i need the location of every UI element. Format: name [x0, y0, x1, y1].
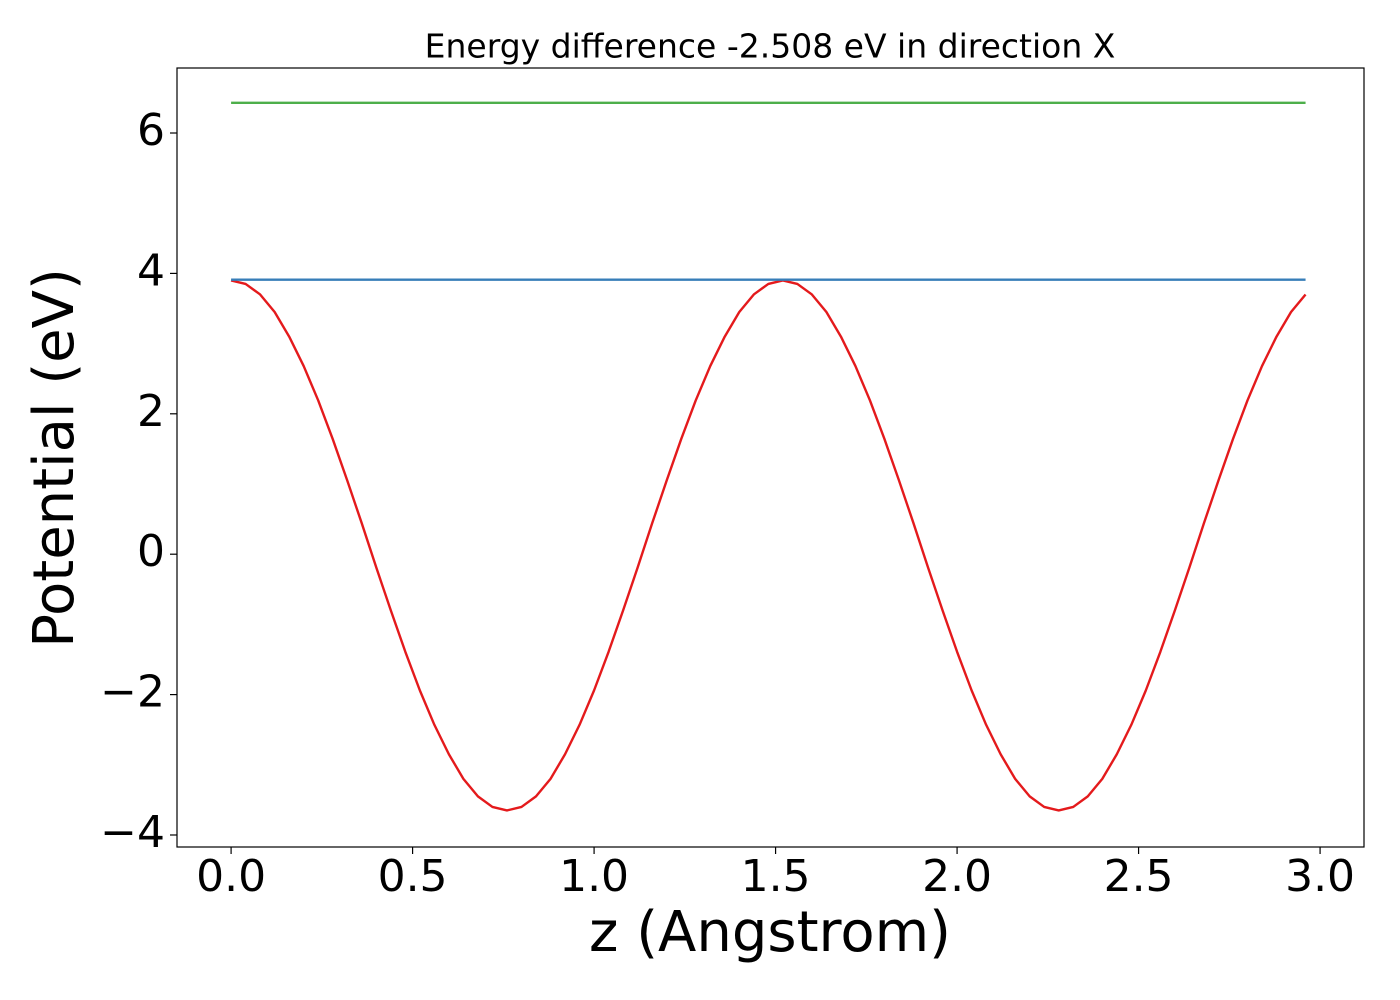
x-tick-label: 3.0 — [1285, 851, 1355, 902]
x-axis-label: z (Angstrom) — [589, 900, 951, 965]
x-tick-label: 2.0 — [922, 851, 992, 902]
y-axis-label: Potential (eV) — [22, 268, 87, 648]
chart-title: Energy difference -2.508 eV in direction… — [425, 27, 1116, 66]
y-tick-label: −2 — [100, 667, 165, 718]
y-tick-label: 6 — [137, 105, 165, 156]
x-tick-label: 1.5 — [741, 851, 811, 902]
y-tick-label: 2 — [137, 386, 165, 437]
x-tick-label: 0.0 — [196, 851, 266, 902]
x-tick-label: 1.0 — [559, 851, 629, 902]
y-tick-label: −4 — [100, 807, 165, 858]
y-tick-label: 4 — [137, 245, 165, 296]
x-tick-label: 2.5 — [1104, 851, 1174, 902]
y-tick-label: 0 — [137, 526, 165, 577]
series-line — [230, 279, 1307, 812]
plot-frame — [176, 67, 1365, 848]
x-tick-label: 0.5 — [378, 851, 448, 902]
